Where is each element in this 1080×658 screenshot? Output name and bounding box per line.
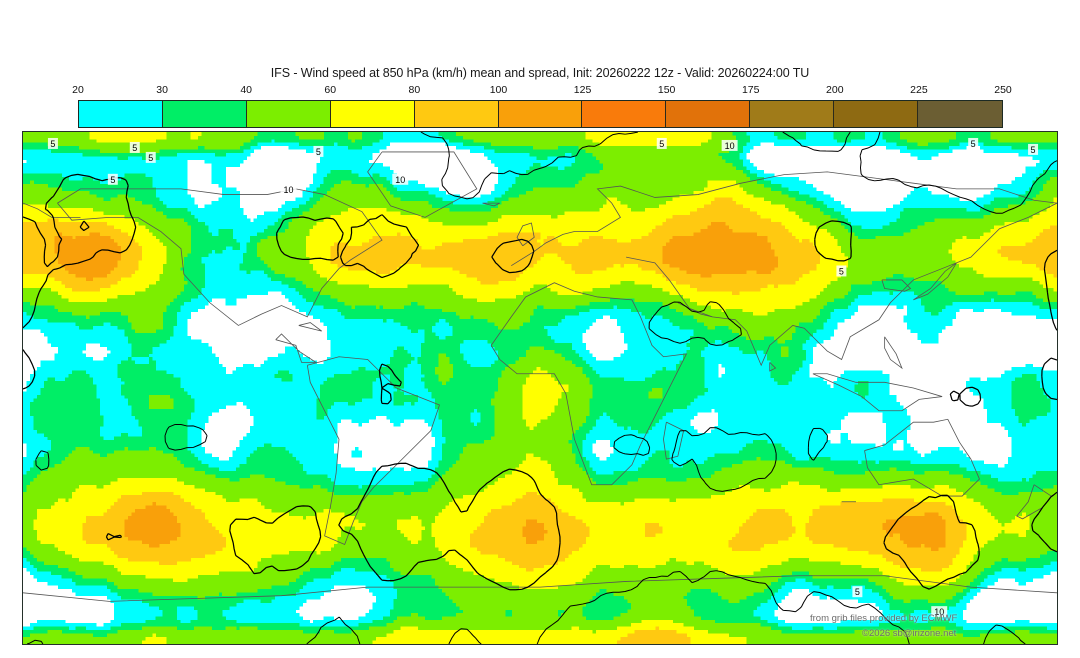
- colorbar-tick-80: 80: [408, 84, 421, 96]
- coastline-17: [482, 202, 500, 207]
- colorbar-band-20: [79, 101, 163, 127]
- colorbar-tick-labels: 20 30 40 60 80 100 125 150 175 200 225 250: [72, 84, 1012, 98]
- colorbar-tick-30: 30: [156, 84, 168, 96]
- coastline-1: [367, 151, 478, 218]
- svg-text:5: 5: [132, 143, 137, 153]
- map-canvas[interactable]: 5 5 5 5 5 5 5 5 10 10 10 5 10 5: [22, 131, 1058, 645]
- svg-text:5: 5: [839, 266, 844, 276]
- svg-text:10: 10: [395, 175, 405, 185]
- coastline-20: [769, 362, 777, 372]
- coastline-16: [298, 322, 322, 332]
- contour-label-5: 5: [656, 137, 667, 149]
- contour-label-5: 5: [968, 137, 979, 149]
- contour-label-5: 5: [852, 586, 863, 597]
- coastline-19: [881, 279, 912, 292]
- colorbar-tick-200: 200: [826, 84, 844, 96]
- colorbar-band-175: [750, 101, 835, 127]
- colorbar-tick-250: 250: [994, 84, 1012, 96]
- speed-band-100: [54, 221, 946, 551]
- coastline-2: [306, 356, 440, 546]
- colorbar-band-60: [330, 101, 415, 127]
- contour-label-10: 10: [280, 183, 297, 195]
- coastline-14: [516, 222, 535, 247]
- spread-contour-5: [26, 132, 1057, 644]
- coastline-0: [57, 188, 383, 326]
- spread-contour-10: [23, 173, 1057, 591]
- colorbar-band-200: [834, 101, 919, 127]
- colorbar-tick-175: 175: [741, 84, 760, 96]
- colorbar-tick-225: 225: [910, 84, 928, 96]
- contour-label-5: 5: [129, 141, 140, 153]
- svg-text:5: 5: [148, 153, 153, 163]
- svg-text:5: 5: [659, 139, 664, 149]
- contour-label-5: 5: [1028, 143, 1039, 155]
- svg-text:10: 10: [934, 607, 944, 617]
- svg-text:5: 5: [855, 587, 860, 597]
- colorbar-tick-100: 100: [489, 84, 508, 96]
- contour-label-10: 10: [392, 173, 409, 185]
- colorbar-tick-150: 150: [657, 84, 676, 96]
- colorbar-band-40: [246, 101, 331, 127]
- colorbar-tick-125: 125: [573, 84, 592, 96]
- colorbar-tick-60: 60: [324, 84, 337, 96]
- svg-text:5: 5: [1031, 145, 1036, 155]
- contour-label-5: 5: [145, 151, 156, 163]
- colorbar-bands: [78, 100, 1003, 128]
- coastline-11: [812, 373, 943, 412]
- colorbar-band-125: [582, 101, 667, 127]
- colorbar-band-100: [498, 101, 583, 127]
- speed-band-20: [23, 132, 1057, 631]
- coastline-4: [511, 171, 1057, 267]
- svg-text:5: 5: [316, 147, 321, 157]
- colorbar-band-150: [666, 101, 751, 127]
- wind-speed-field: 5 5 5 5 5 5 5 5 10 10 10 5 10 5: [23, 132, 1057, 644]
- coastline-6: [626, 202, 1057, 367]
- speed-band-80: [23, 197, 1057, 644]
- svg-text:5: 5: [110, 175, 115, 185]
- speed-band-40: [23, 132, 1057, 644]
- coastline-10: [913, 262, 957, 301]
- colorbar-tick-40: 40: [240, 84, 253, 96]
- svg-text:10: 10: [283, 185, 293, 195]
- contour-label-5: 5: [836, 265, 847, 276]
- contour-label-5: 5: [313, 145, 324, 157]
- coastline-21: [884, 336, 903, 370]
- data-source-note: from grib files provided by ECMWF: [810, 613, 958, 624]
- coastline-15: [275, 333, 318, 363]
- coastline-13: [23, 575, 1057, 602]
- coastline-3: [490, 282, 688, 486]
- page-title: IFS - Wind speed at 850 hPa (km/h) mean …: [270, 66, 810, 80]
- svg-text:5: 5: [50, 139, 55, 149]
- copyright-note: ©2026 sb@irizone.net: [862, 628, 957, 639]
- colorbar-tick-20: 20: [72, 84, 84, 96]
- colorbar-band-225: [918, 101, 1002, 127]
- colorbar-band-30: [162, 101, 247, 127]
- contour-label-5: 5: [107, 173, 118, 185]
- contour-label-10: 10: [931, 606, 948, 617]
- coastline-5: [23, 202, 81, 218]
- colorbar-band-80: [414, 101, 499, 127]
- svg-text:10: 10: [725, 141, 735, 151]
- svg-text:5: 5: [971, 139, 976, 149]
- colorbar: 20 30 40 60 80 100 125 150 175 200 225 250: [72, 84, 1012, 128]
- contour-label-10: 10: [721, 139, 738, 151]
- contour-label-5: 5: [47, 137, 58, 149]
- coastline-8: [864, 418, 980, 497]
